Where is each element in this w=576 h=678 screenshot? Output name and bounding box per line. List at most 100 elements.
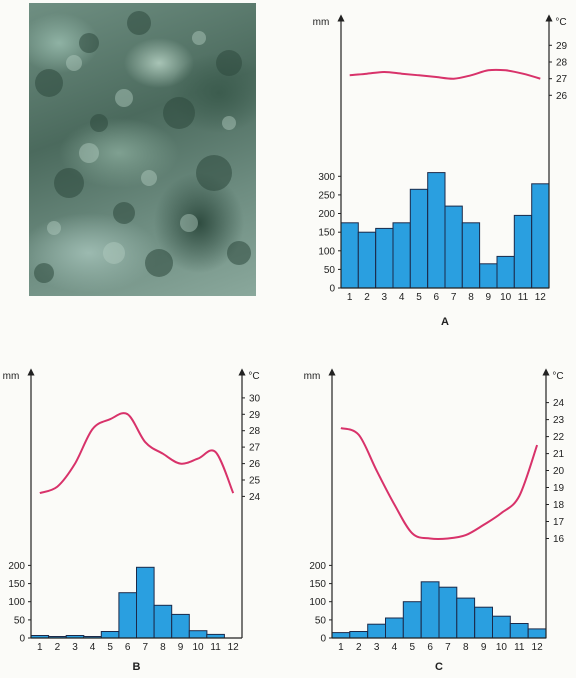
y-right-tick-label: 28 (556, 58, 568, 69)
chart-label: B (133, 661, 141, 673)
x-tick-label: 7 (143, 642, 149, 653)
temperature-line (349, 68, 541, 80)
y-right-tick-label: 24 (553, 398, 565, 409)
x-tick-label: 8 (468, 292, 474, 303)
precip-bar-9 (474, 606, 494, 639)
y-right-tick-label: 23 (553, 415, 565, 426)
y-left-tick-label: 0 (320, 634, 326, 645)
precip-bar-11 (513, 214, 533, 289)
precip-bar-5 (100, 631, 120, 639)
x-tick-label: 9 (486, 292, 492, 303)
y-right-tick-label: 29 (556, 41, 568, 52)
foliage-texture (34, 11, 251, 283)
y-right-tick-label: 16 (553, 534, 565, 545)
y-left-tick-label: 0 (19, 634, 25, 645)
temperature-line (340, 427, 539, 541)
x-tick-label: 12 (535, 292, 547, 303)
x-tick-label: 12 (228, 642, 240, 653)
y-right-tick-label: 19 (553, 483, 565, 494)
x-tick-label: 6 (125, 642, 131, 653)
x-tick-label: 3 (72, 642, 78, 653)
y-right-tick-label: 18 (553, 500, 565, 511)
x-tick-label: 4 (90, 642, 96, 653)
y-left-tick-label: 200 (309, 561, 326, 572)
precip-bar-8 (153, 604, 173, 639)
precip-bar-9 (479, 263, 498, 289)
x-tick-label: 6 (427, 642, 433, 653)
precip-bar-1 (340, 222, 359, 289)
precip-bar-7 (136, 566, 155, 639)
x-tick-label: 8 (160, 642, 166, 653)
y-left-unit-label: mm (313, 17, 330, 28)
temperature-line (39, 412, 235, 495)
y-left-tick-label: 50 (14, 615, 26, 626)
x-tick-label: 2 (356, 642, 362, 653)
y-right-unit-label: °C (552, 371, 563, 382)
x-tick-label: 11 (518, 292, 529, 303)
y-right-unit-label: °C (555, 17, 566, 28)
y-left-tick-label: 200 (8, 561, 25, 572)
y-right-tick-label: 17 (553, 517, 565, 528)
y-left-tick-label: 50 (324, 265, 336, 276)
y-right-tick-label: 21 (553, 449, 565, 460)
x-tick-label: 5 (107, 642, 113, 653)
precip-bar-9 (171, 613, 190, 639)
x-tick-label: 5 (410, 642, 416, 653)
y-right-tick-label: 27 (249, 443, 261, 454)
precip-bar-3 (367, 623, 387, 639)
x-tick-label: 10 (496, 642, 508, 653)
y-left-tick-label: 100 (309, 597, 326, 608)
chart-label: C (435, 661, 443, 673)
precip-bar-10 (496, 255, 515, 289)
x-tick-label: 8 (463, 642, 469, 653)
y-right-tick-label: 30 (249, 393, 261, 404)
precip-bar-8 (456, 597, 476, 639)
y-left-unit-label: mm (304, 371, 321, 382)
precip-bar-12 (527, 628, 547, 639)
precip-bar-2 (349, 631, 369, 639)
y-right-tick-label: 20 (553, 466, 565, 477)
y-left-tick-label: 100 (8, 597, 25, 608)
y-left-tick-label: 50 (315, 615, 327, 626)
x-tick-label: 2 (364, 292, 370, 303)
y-left-tick-label: 150 (318, 228, 335, 239)
precip-bar-3 (375, 227, 394, 289)
x-tick-label: 5 (416, 292, 422, 303)
precip-bar-6 (118, 592, 138, 639)
x-tick-label: 9 (178, 642, 184, 653)
y-right-tick-label: 28 (249, 426, 261, 437)
x-tick-label: 11 (514, 642, 525, 653)
chart-label: A (441, 316, 449, 328)
precip-bar-10 (492, 615, 511, 639)
y-left-tick-label: 150 (8, 579, 25, 590)
precip-bar-12 (531, 183, 550, 289)
x-tick-label: 1 (37, 642, 43, 653)
x-tick-label: 12 (532, 642, 544, 653)
x-tick-label: 1 (338, 642, 344, 653)
precip-bar-4 (392, 222, 411, 289)
x-tick-label: 3 (382, 292, 388, 303)
precip-bar-11 (509, 623, 529, 639)
y-right-tick-label: 29 (249, 410, 261, 421)
precip-bar-6 (427, 172, 446, 289)
y-right-tick-label: 26 (556, 91, 568, 102)
y-right-tick-label: 27 (556, 74, 568, 85)
y-right-tick-label: 26 (249, 459, 261, 470)
y-left-tick-label: 150 (309, 579, 326, 590)
x-tick-label: 10 (500, 292, 512, 303)
y-left-tick-label: 100 (318, 246, 335, 257)
x-tick-label: 4 (399, 292, 405, 303)
precip-bar-7 (438, 586, 458, 639)
y-left-tick-label: 250 (318, 190, 335, 201)
precip-bar-2 (357, 231, 377, 289)
y-left-unit-label: mm (3, 371, 20, 382)
y-left-tick-label: 300 (318, 172, 335, 183)
y-left-tick-label: 0 (329, 284, 335, 295)
precip-bar-1 (331, 632, 351, 639)
y-right-tick-label: 25 (249, 476, 261, 487)
x-tick-label: 1 (347, 292, 353, 303)
precip-bar-8 (461, 222, 481, 289)
